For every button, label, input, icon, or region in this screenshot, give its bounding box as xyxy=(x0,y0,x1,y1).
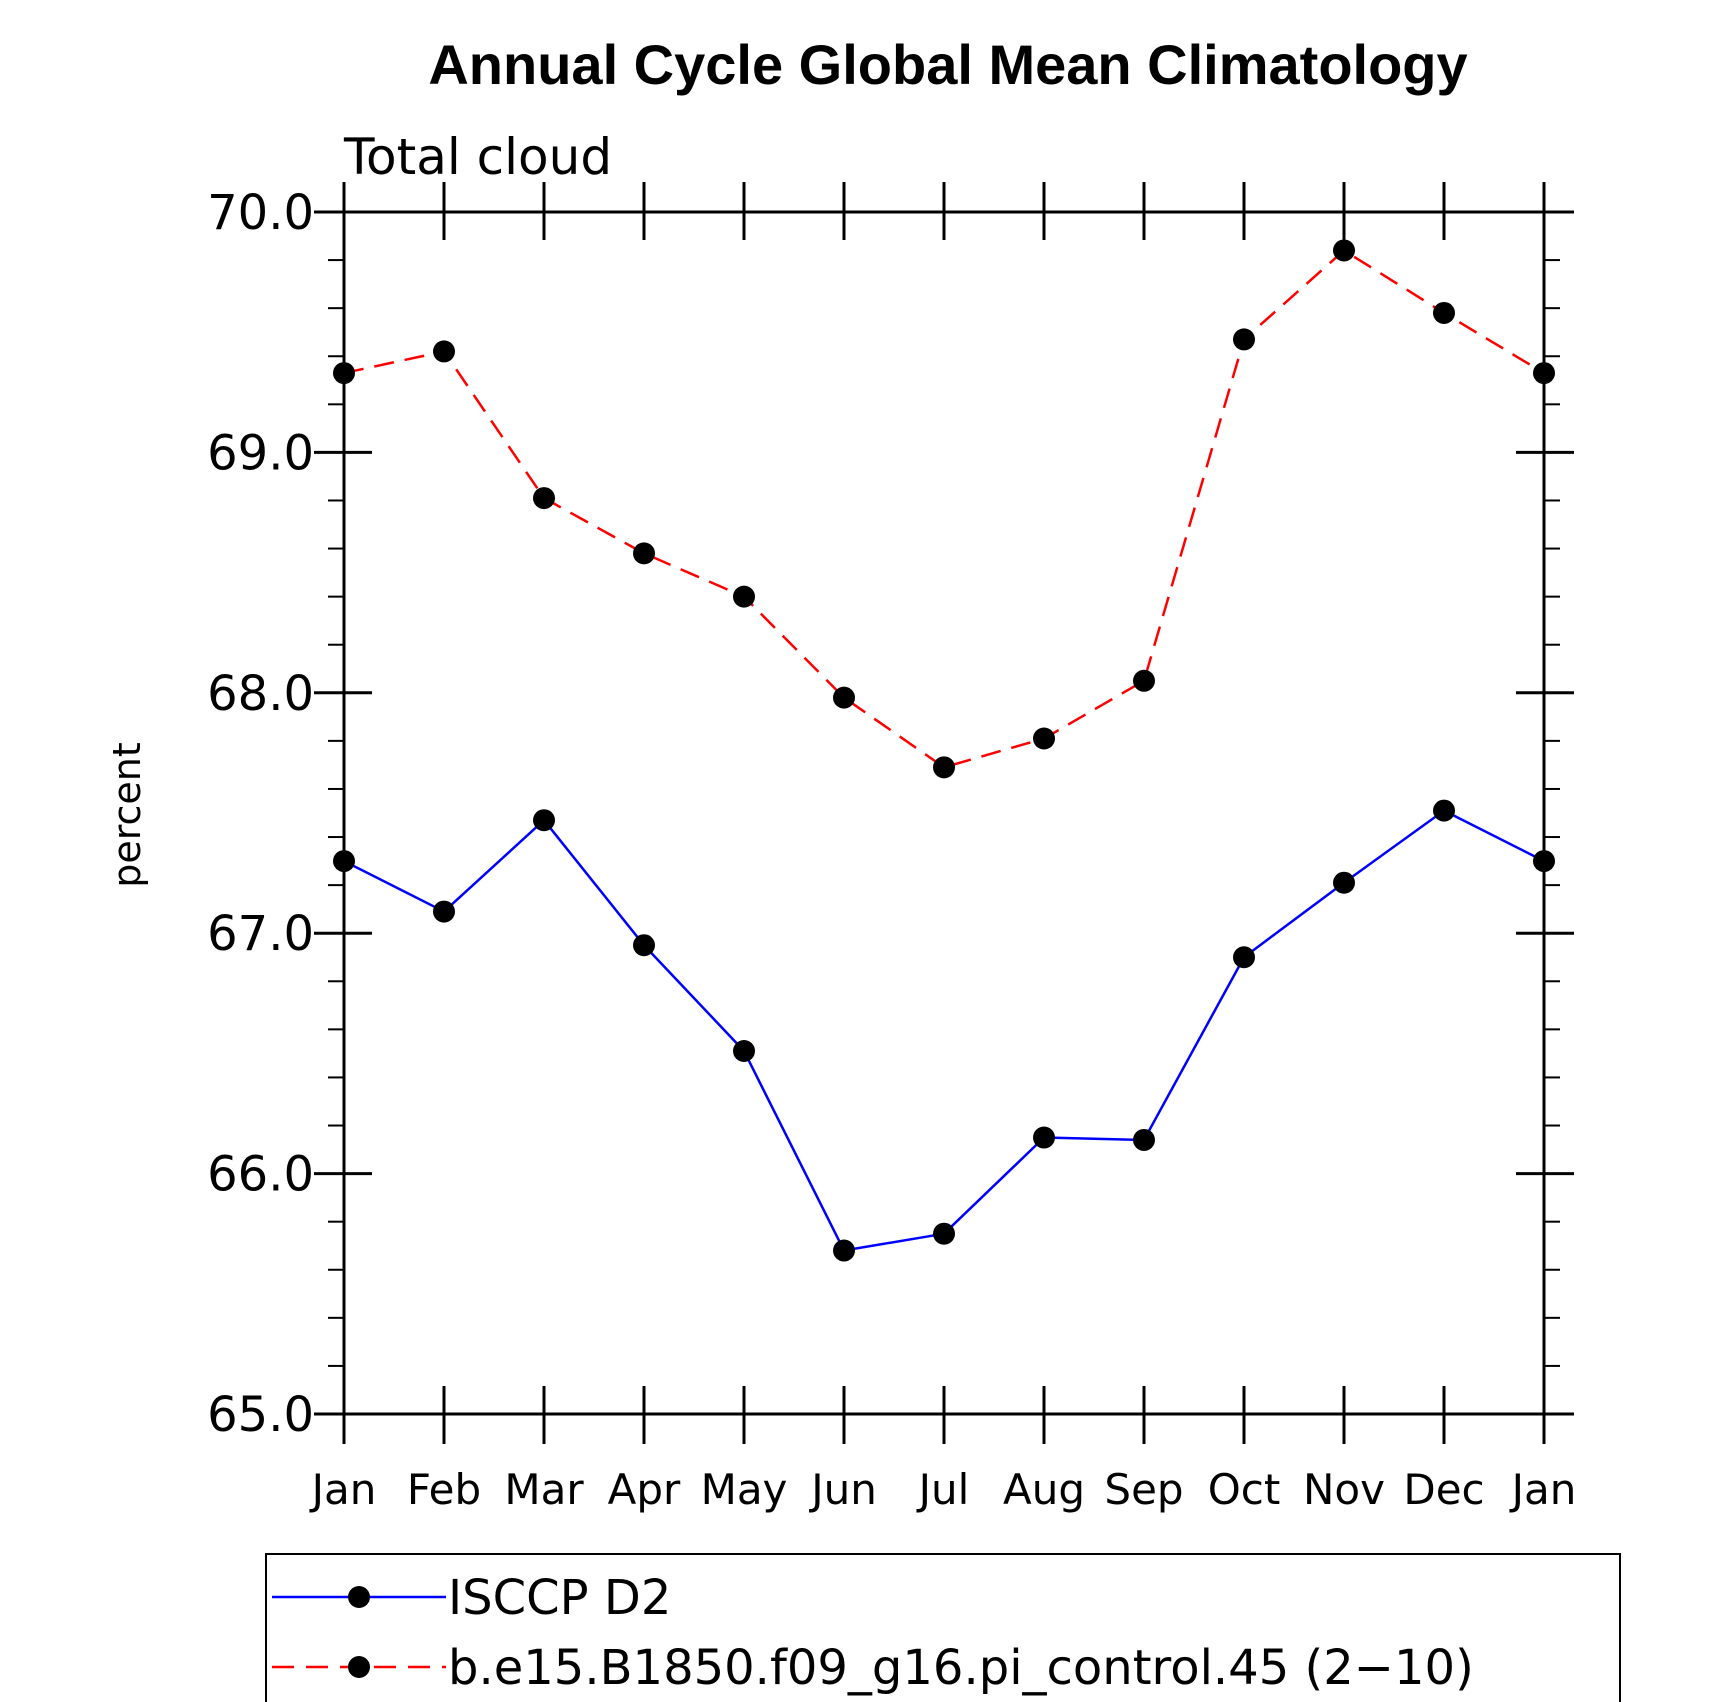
x-tick-label: Feb xyxy=(407,1465,481,1514)
series-1-point xyxy=(733,585,755,608)
x-tick-label: Oct xyxy=(1208,1465,1281,1514)
series-0-point xyxy=(1033,1126,1055,1149)
y-tick-label: 67.0 xyxy=(207,906,314,962)
y-tick-label: 68.0 xyxy=(207,666,314,722)
series-0-point xyxy=(1433,799,1455,822)
series-1-point xyxy=(1033,727,1055,750)
series-1-point xyxy=(1233,328,1255,351)
series-1-point xyxy=(1133,669,1155,692)
series-1-point xyxy=(833,686,855,709)
y-axis-label: percent xyxy=(105,742,149,888)
series-layer xyxy=(333,239,1555,1262)
chart-title: Annual Cycle Global Mean Climatology xyxy=(428,33,1467,96)
series-1-point xyxy=(1333,239,1355,262)
x-tick-label: Sep xyxy=(1104,1465,1183,1514)
x-tick-label: May xyxy=(701,1465,788,1514)
series-0-point xyxy=(1133,1128,1155,1151)
x-tick-label: Jan xyxy=(1509,1465,1577,1514)
series-0-point xyxy=(1333,871,1355,894)
series-0-point xyxy=(833,1239,855,1262)
series-0-point xyxy=(433,900,455,923)
series-1-point xyxy=(433,340,455,363)
series-0-point xyxy=(533,809,555,832)
series-line-1 xyxy=(343,249,1545,769)
axis-ticks xyxy=(314,182,1574,1444)
y-tick-label: 65.0 xyxy=(207,1387,314,1443)
legend-marker-isccp xyxy=(348,1586,370,1608)
series-0-point xyxy=(933,1222,955,1245)
x-tick-label: Aug xyxy=(1003,1465,1085,1514)
x-tick-label: Mar xyxy=(504,1465,584,1514)
x-tick-label: Dec xyxy=(1403,1465,1484,1514)
series-1-point xyxy=(1533,362,1555,385)
x-tick-labels: Jan Feb Mar Apr May Jun Jul Aug Sep Oct Nov Dec Jan xyxy=(309,1465,1577,1514)
series-1-point xyxy=(933,756,955,779)
x-tick-label: Jul xyxy=(916,1465,970,1514)
series-0-point xyxy=(1533,850,1555,873)
legend-label-isccp: ISCCP D2 xyxy=(448,1570,671,1626)
legend: ISCCP D2 b.e15.B1850.f09_g16.pi_control.… xyxy=(265,1553,1621,1702)
series-1-point xyxy=(633,542,655,565)
y-tick-label: 69.0 xyxy=(207,425,314,481)
series-1-point xyxy=(333,362,355,385)
x-tick-label: Apr xyxy=(608,1465,681,1514)
y-tick-labels: 65.0 66.0 67.0 68.0 69.0 70.0 xyxy=(207,185,314,1443)
series-line-0 xyxy=(343,809,1545,1252)
y-tick-label: 70.0 xyxy=(207,185,314,241)
x-tick-label: Jun xyxy=(808,1465,877,1514)
legend-marker-model xyxy=(348,1656,370,1678)
series-0-point xyxy=(633,934,655,957)
series-0-point xyxy=(1233,946,1255,969)
legend-label-model: b.e15.B1850.f09_g16.pi_control.45 (2−10) xyxy=(448,1640,1474,1696)
legend-box xyxy=(265,1553,1621,1702)
x-tick-label: Jan xyxy=(309,1465,377,1514)
y-tick-label: 66.0 xyxy=(207,1147,314,1203)
series-0-point xyxy=(333,850,355,873)
series-0-point xyxy=(733,1039,755,1062)
series-1-point xyxy=(533,487,555,510)
series-1-point xyxy=(1433,301,1455,324)
chart-subtitle: Total cloud xyxy=(343,128,612,186)
x-tick-label: Nov xyxy=(1303,1465,1385,1514)
